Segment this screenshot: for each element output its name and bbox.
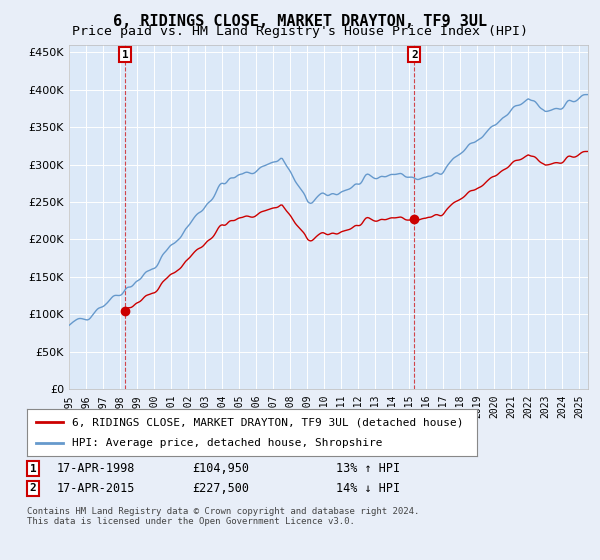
Text: 13% ↑ HPI: 13% ↑ HPI <box>336 462 400 475</box>
Text: 6, RIDINGS CLOSE, MARKET DRAYTON, TF9 3UL (detached house): 6, RIDINGS CLOSE, MARKET DRAYTON, TF9 3U… <box>72 417 464 427</box>
Text: 17-APR-2015: 17-APR-2015 <box>57 482 136 495</box>
Text: 6, RIDINGS CLOSE, MARKET DRAYTON, TF9 3UL: 6, RIDINGS CLOSE, MARKET DRAYTON, TF9 3U… <box>113 14 487 29</box>
Text: 2: 2 <box>29 483 37 493</box>
Text: Price paid vs. HM Land Registry's House Price Index (HPI): Price paid vs. HM Land Registry's House … <box>72 25 528 38</box>
Text: 1: 1 <box>122 49 128 59</box>
Text: 14% ↓ HPI: 14% ↓ HPI <box>336 482 400 495</box>
Text: 17-APR-1998: 17-APR-1998 <box>57 462 136 475</box>
Text: £227,500: £227,500 <box>192 482 249 495</box>
Text: HPI: Average price, detached house, Shropshire: HPI: Average price, detached house, Shro… <box>72 438 383 448</box>
Text: 2: 2 <box>411 49 418 59</box>
Text: Contains HM Land Registry data © Crown copyright and database right 2024.
This d: Contains HM Land Registry data © Crown c… <box>27 507 419 526</box>
Text: 1: 1 <box>29 464 37 474</box>
Text: £104,950: £104,950 <box>192 462 249 475</box>
